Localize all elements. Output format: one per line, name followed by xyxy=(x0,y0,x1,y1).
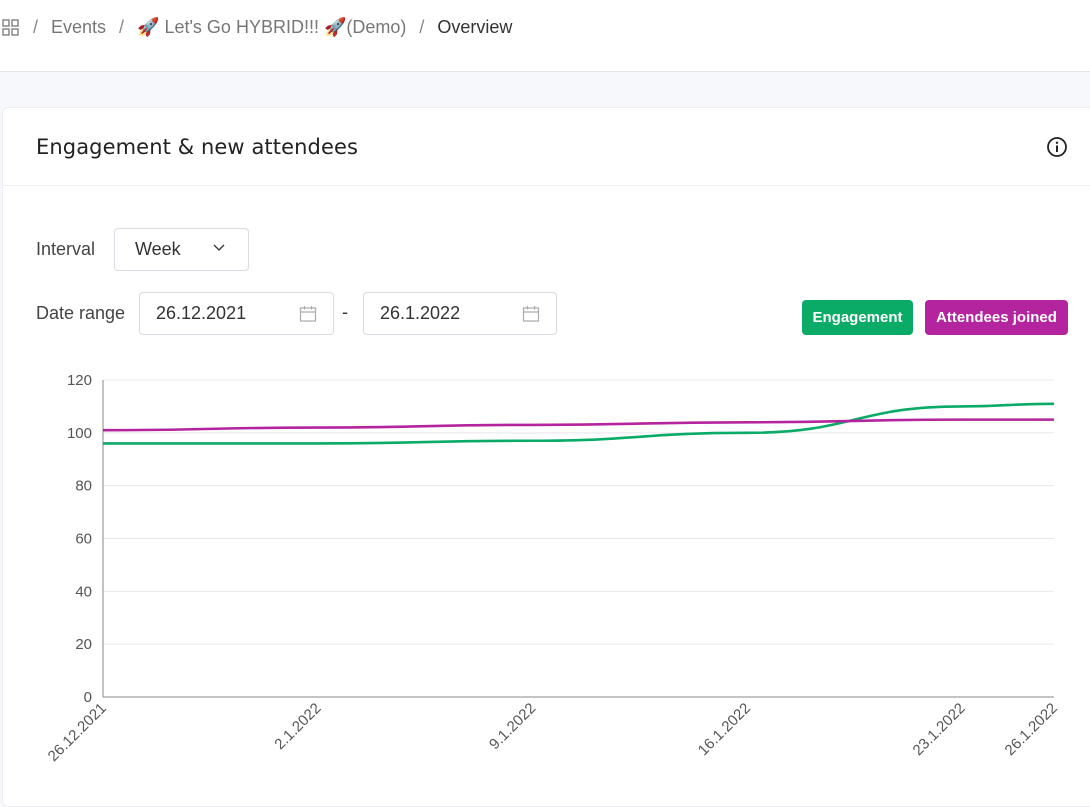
card-title: Engagement & new attendees xyxy=(36,134,359,159)
calendar-icon xyxy=(522,306,540,322)
x-tick-label: 26.1.2022 xyxy=(1002,700,1061,759)
calendar-icon xyxy=(299,306,317,322)
breadcrumb-event-link[interactable]: 🚀 Let's Go HYBRID!!! 🚀(Demo) xyxy=(137,17,407,37)
breadcrumb-separator: / xyxy=(33,17,39,37)
date-to-value: 26.1.2022 xyxy=(380,303,461,323)
date-from-field[interactable]: 26.12.2021 xyxy=(139,292,334,335)
top-bar: / Events / 🚀 Let's Go HYBRID!!! 🚀(Demo) … xyxy=(0,0,1090,72)
attendees-series-line xyxy=(102,418,1054,432)
interval-label: Interval xyxy=(36,239,96,259)
date-range-label: Date range xyxy=(36,303,126,323)
date-from-value: 26.12.2021 xyxy=(156,303,247,323)
x-tick-label: 26.12.2021 xyxy=(45,700,110,765)
breadcrumb-separator: / xyxy=(419,17,425,37)
date-to-field[interactable]: 26.1.2022 xyxy=(363,292,557,335)
y-tick-label: 80 xyxy=(75,478,92,495)
date-separator: - xyxy=(342,302,348,322)
interval-value: Week xyxy=(135,239,181,259)
breadcrumb: / Events / 🚀 Let's Go HYBRID!!! 🚀(Demo) … xyxy=(2,0,512,56)
engagement-series-line xyxy=(102,402,1055,445)
apps-grid-icon[interactable] xyxy=(2,18,20,37)
breadcrumb-current: Overview xyxy=(437,17,513,37)
interval-select[interactable]: Week xyxy=(114,228,249,271)
x-tick-label: 9.1.2022 xyxy=(486,700,539,753)
engagement-line-chart: 0 20 40 60 80 100 120 26.12.2021 2.1.2022 9.1.202… xyxy=(45,372,1061,765)
engagement-card: Engagement & new attendees Interval Week… xyxy=(2,107,1090,807)
legend-engagement-button[interactable]: Engagement xyxy=(802,300,913,335)
breadcrumb-events-link[interactable]: Events xyxy=(51,17,107,37)
info-icon[interactable] xyxy=(1046,136,1068,158)
breadcrumb-separator: / xyxy=(119,17,125,37)
y-tick-label: 100 xyxy=(67,425,92,442)
legend-attendees-button[interactable]: Attendees joined xyxy=(925,300,1068,335)
y-tick-label: 20 xyxy=(75,636,92,653)
x-tick-label: 2.1.2022 xyxy=(271,700,324,753)
card-header: Engagement & new attendees xyxy=(3,108,1090,186)
chevron-down-icon xyxy=(213,244,225,251)
x-tick-label: 23.1.2022 xyxy=(910,700,969,759)
y-tick-label: 120 xyxy=(67,372,92,389)
y-tick-label: 0 xyxy=(84,689,92,706)
y-tick-label: 40 xyxy=(75,583,92,600)
x-tick-label: 16.1.2022 xyxy=(695,700,754,759)
y-tick-label: 60 xyxy=(75,531,92,548)
